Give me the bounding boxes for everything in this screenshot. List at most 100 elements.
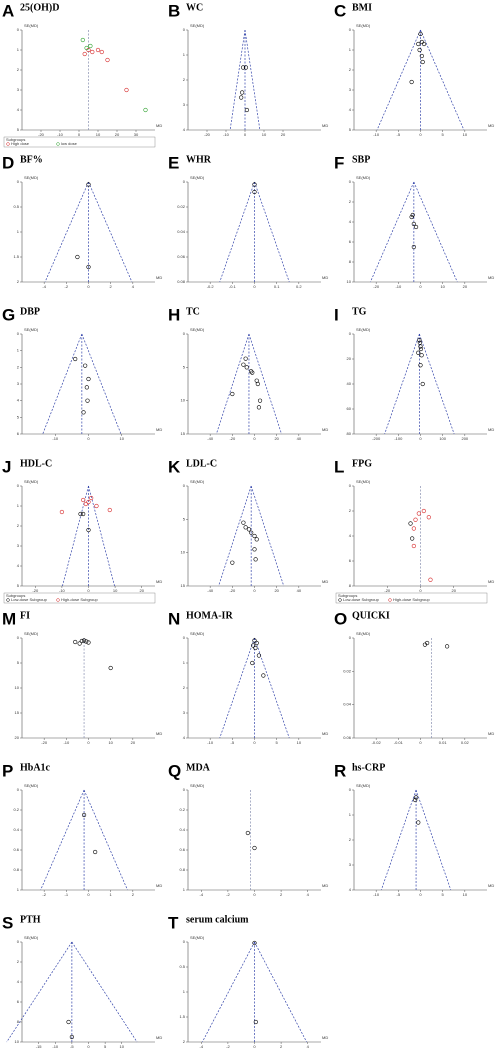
x-tick-label: 100: [439, 436, 446, 441]
study-point: [86, 499, 91, 505]
x-tick-label: 10: [96, 132, 101, 137]
x-axis-label: MD: [156, 427, 162, 432]
panel-title: WC: [186, 2, 203, 13]
y-tick-label: 4: [17, 107, 20, 112]
y-tick-label: 2: [17, 959, 20, 964]
x-tick-label: -5: [231, 740, 235, 745]
y-tick-label: 2: [349, 199, 352, 204]
study-point: [245, 830, 250, 836]
y-tick-label: 15: [181, 583, 186, 588]
panel-title: serum calcium: [186, 914, 249, 925]
x-tick-label: -20: [38, 132, 45, 137]
study-point: [428, 577, 433, 582]
x-tick-label: 10: [262, 132, 267, 137]
study-point: [408, 521, 413, 526]
panel-title: HOMA-IR: [186, 610, 233, 621]
funnel-line: [81, 333, 122, 435]
study-point: [252, 547, 257, 552]
study-point: [413, 797, 418, 803]
study-point: [250, 370, 255, 375]
study-point: [254, 640, 259, 646]
y-tick-label: 10: [181, 398, 186, 403]
study-point: [244, 107, 249, 113]
x-tick-label: -10: [57, 132, 64, 137]
x-tick-label: -0.2: [207, 284, 215, 289]
funnel-line: [229, 29, 246, 131]
legend-marker: [338, 598, 342, 602]
study-point: [416, 820, 421, 825]
y-tick-label: 20: [347, 356, 352, 361]
x-tick-label: -0.02: [372, 740, 382, 745]
y-tick-label: 4: [17, 398, 20, 403]
study-point: [84, 385, 89, 390]
funnel-line: [244, 29, 261, 131]
study-point: [257, 398, 263, 403]
y-tick-label: 0: [349, 179, 352, 184]
y-tick-label: 60: [347, 406, 352, 411]
x-axis-label: MD: [488, 427, 494, 432]
x-tick-label: -40: [207, 436, 214, 441]
study-point: [411, 526, 416, 531]
y-tick-label: 8: [349, 259, 352, 264]
y-tick-label: 0.2: [13, 807, 19, 812]
study-point: [244, 365, 249, 370]
y-tick-label: 0: [17, 787, 20, 792]
y-tick-label: 2: [183, 1039, 186, 1044]
y-tick-label: 1: [17, 348, 20, 353]
x-tick-label: 20: [131, 740, 136, 745]
y-tick-label: 0: [349, 635, 352, 640]
panel-title: TG: [352, 306, 367, 317]
y-tick-label: 0.6: [179, 847, 185, 852]
x-tick-label: -10: [395, 284, 402, 289]
x-tick-label: 20: [115, 132, 120, 137]
study-point: [89, 495, 94, 501]
study-point: [243, 356, 248, 361]
y-axis-label: SE(MD): [356, 783, 371, 788]
y-tick-label: 15: [181, 431, 186, 436]
y-tick-label: 0: [17, 179, 20, 184]
study-point: [83, 501, 88, 507]
study-point: [86, 527, 91, 533]
y-tick-label: 0: [183, 939, 186, 944]
panel-title: LDL-C: [186, 458, 217, 469]
y-tick-label: 0.08: [177, 279, 186, 284]
x-tick-label: 0: [419, 588, 422, 593]
y-tick-label: 0.4: [13, 827, 19, 832]
y-tick-label: 2: [17, 364, 20, 369]
panel-letter: M: [2, 609, 16, 628]
x-tick-label: -4: [42, 284, 46, 289]
y-tick-label: 0: [349, 483, 352, 488]
x-tick-label: 10: [113, 588, 118, 593]
legend-marker: [56, 598, 60, 602]
study-point: [411, 221, 416, 227]
legend-title: Subgroups: [338, 593, 357, 598]
x-tick-label: 0: [419, 436, 422, 441]
panel-letter: Q: [168, 761, 181, 780]
x-tick-label: -2: [42, 892, 46, 897]
x-tick-label: 0: [253, 1044, 256, 1049]
x-axis-label: MD: [322, 883, 328, 888]
y-tick-label: 1: [183, 52, 186, 57]
y-axis-label: SE(MD): [24, 327, 39, 332]
panel-letter: G: [2, 305, 15, 324]
x-tick-label: 10: [297, 740, 302, 745]
funnel-line: [420, 29, 465, 131]
study-point: [426, 515, 431, 520]
y-tick-label: 15: [15, 710, 20, 715]
y-tick-label: 5: [17, 660, 20, 665]
panel-title: MDA: [186, 762, 211, 773]
study-point: [253, 1019, 258, 1025]
funnel-line: [219, 181, 255, 283]
study-point: [409, 79, 414, 85]
x-tick-label: 0.2: [296, 284, 302, 289]
x-tick-label: -2: [226, 892, 230, 897]
panel-letter: L: [334, 457, 344, 476]
y-tick-label: 0.06: [177, 254, 186, 259]
x-tick-label: 0.1: [274, 284, 280, 289]
y-tick-label: 5: [349, 127, 352, 132]
study-point: [69, 1034, 74, 1040]
legend-marker: [6, 142, 10, 146]
x-tick-label: 0: [87, 740, 90, 745]
funnel-line: [216, 333, 250, 435]
